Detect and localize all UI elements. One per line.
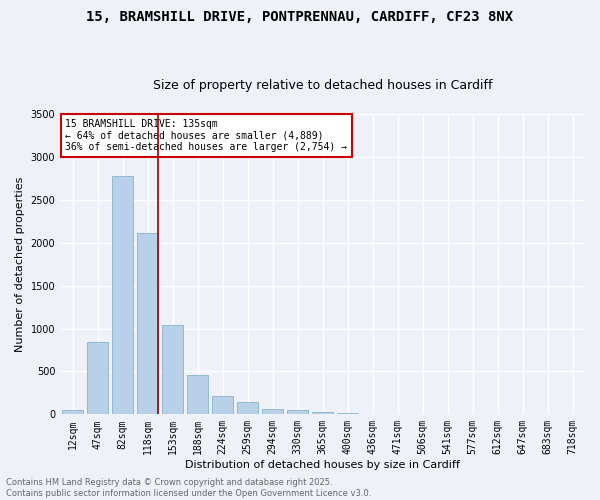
Bar: [237, 402, 258, 414]
Bar: [137, 234, 158, 414]
Text: 15, BRAMSHILL DRIVE, PONTPRENNAU, CARDIFF, CF23 8NX: 15, BRAMSHILL DRIVE, PONTPRENNAU, CARDIF…: [86, 10, 514, 24]
Bar: [112, 176, 133, 414]
Title: Size of property relative to detached houses in Cardiff: Size of property relative to detached ho…: [153, 79, 493, 92]
Bar: [212, 396, 233, 414]
Bar: [312, 412, 333, 414]
Bar: [162, 325, 183, 414]
X-axis label: Distribution of detached houses by size in Cardiff: Distribution of detached houses by size …: [185, 460, 460, 470]
Text: Contains HM Land Registry data © Crown copyright and database right 2025.
Contai: Contains HM Land Registry data © Crown c…: [6, 478, 371, 498]
Bar: [187, 376, 208, 414]
Bar: [62, 410, 83, 414]
Bar: [87, 342, 108, 414]
Text: 15 BRAMSHILL DRIVE: 135sqm
← 64% of detached houses are smaller (4,889)
36% of s: 15 BRAMSHILL DRIVE: 135sqm ← 64% of deta…: [65, 118, 347, 152]
Bar: [287, 410, 308, 414]
Y-axis label: Number of detached properties: Number of detached properties: [15, 176, 25, 352]
Bar: [262, 409, 283, 414]
